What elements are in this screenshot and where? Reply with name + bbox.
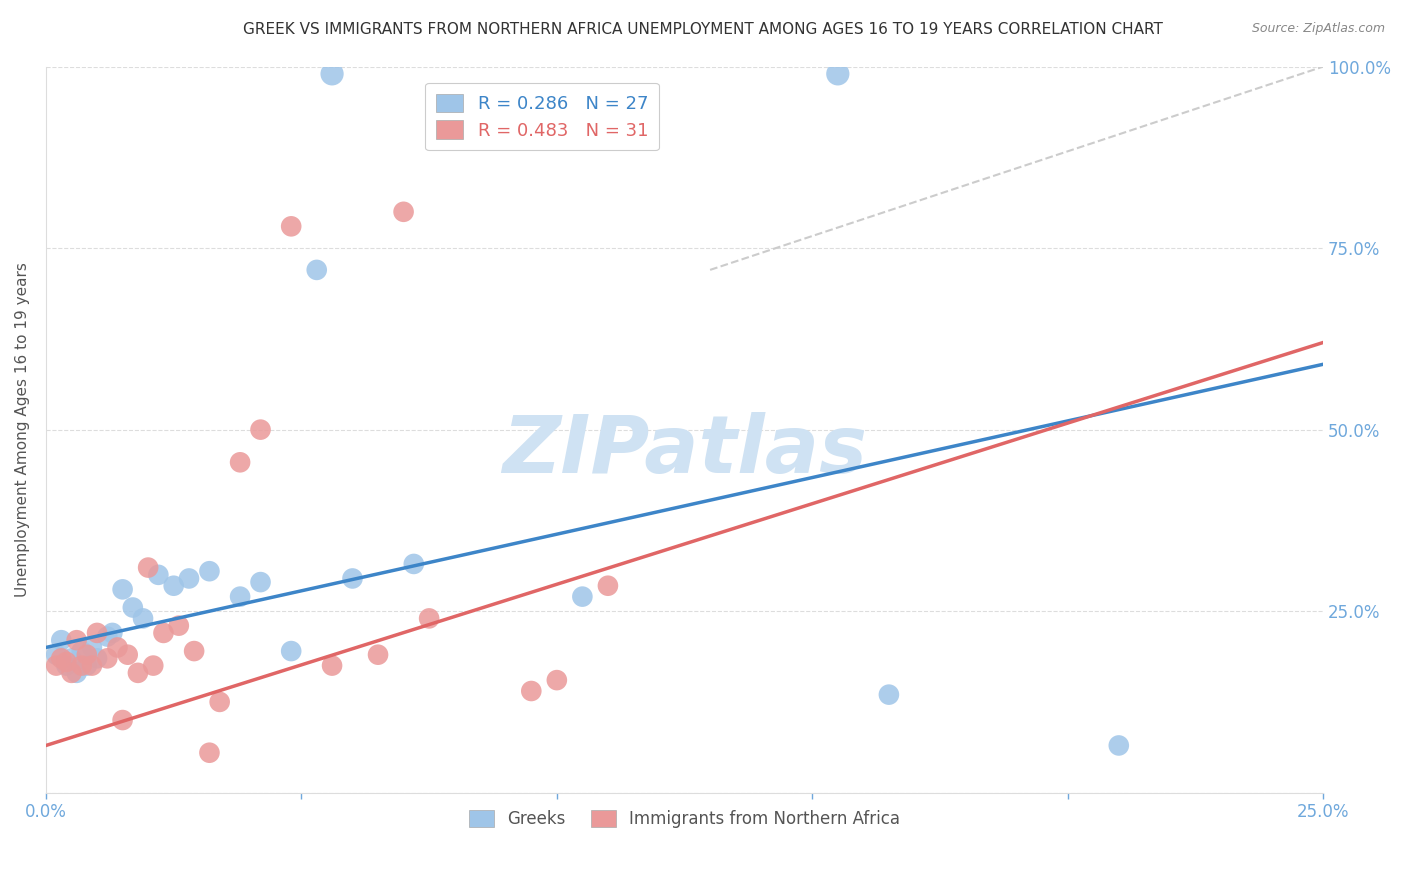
Point bbox=[392, 204, 415, 219]
Point bbox=[76, 658, 98, 673]
Point bbox=[198, 564, 221, 578]
Point bbox=[321, 658, 343, 673]
Point bbox=[111, 713, 134, 727]
Point bbox=[167, 618, 190, 632]
Point bbox=[249, 575, 271, 590]
Point bbox=[101, 626, 124, 640]
Point bbox=[280, 219, 302, 234]
Point bbox=[45, 658, 67, 673]
Point bbox=[321, 67, 343, 81]
Point bbox=[367, 648, 389, 662]
Point bbox=[51, 633, 73, 648]
Point bbox=[60, 665, 83, 680]
Point bbox=[55, 658, 77, 673]
Point bbox=[402, 557, 425, 571]
Point bbox=[76, 648, 98, 662]
Text: ZIPatlas: ZIPatlas bbox=[502, 412, 868, 491]
Point bbox=[132, 611, 155, 625]
Point bbox=[342, 572, 364, 586]
Legend: Greeks, Immigrants from Northern Africa: Greeks, Immigrants from Northern Africa bbox=[463, 804, 907, 835]
Point bbox=[877, 688, 900, 702]
Point bbox=[80, 658, 103, 673]
Point bbox=[152, 626, 174, 640]
Point bbox=[148, 567, 170, 582]
Point bbox=[107, 640, 129, 655]
Point bbox=[208, 695, 231, 709]
Point bbox=[305, 263, 328, 277]
Point bbox=[571, 590, 593, 604]
Point bbox=[249, 423, 271, 437]
Point bbox=[596, 579, 619, 593]
Point bbox=[198, 746, 221, 760]
Point bbox=[65, 665, 87, 680]
Point bbox=[520, 684, 543, 698]
Point bbox=[229, 455, 252, 469]
Point bbox=[183, 644, 205, 658]
Point bbox=[86, 651, 108, 665]
Point bbox=[229, 590, 252, 604]
Point bbox=[96, 651, 118, 665]
Point bbox=[51, 651, 73, 665]
Point bbox=[96, 630, 118, 644]
Point bbox=[65, 633, 87, 648]
Text: GREEK VS IMMIGRANTS FROM NORTHERN AFRICA UNEMPLOYMENT AMONG AGES 16 TO 19 YEARS : GREEK VS IMMIGRANTS FROM NORTHERN AFRICA… bbox=[243, 22, 1163, 37]
Point bbox=[142, 658, 165, 673]
Point bbox=[136, 560, 159, 574]
Point bbox=[546, 673, 568, 687]
Point bbox=[55, 655, 77, 669]
Point bbox=[827, 67, 849, 81]
Text: Source: ZipAtlas.com: Source: ZipAtlas.com bbox=[1251, 22, 1385, 36]
Point bbox=[163, 579, 186, 593]
Point bbox=[280, 644, 302, 658]
Point bbox=[1108, 739, 1130, 753]
Point bbox=[127, 665, 149, 680]
Point bbox=[177, 572, 200, 586]
Point bbox=[45, 648, 67, 662]
Point bbox=[70, 658, 93, 673]
Y-axis label: Unemployment Among Ages 16 to 19 years: Unemployment Among Ages 16 to 19 years bbox=[15, 262, 30, 597]
Point bbox=[111, 582, 134, 597]
Point bbox=[117, 648, 139, 662]
Point bbox=[70, 644, 93, 658]
Point bbox=[418, 611, 440, 625]
Point bbox=[121, 600, 143, 615]
Point bbox=[86, 626, 108, 640]
Point bbox=[60, 651, 83, 665]
Point bbox=[80, 640, 103, 655]
